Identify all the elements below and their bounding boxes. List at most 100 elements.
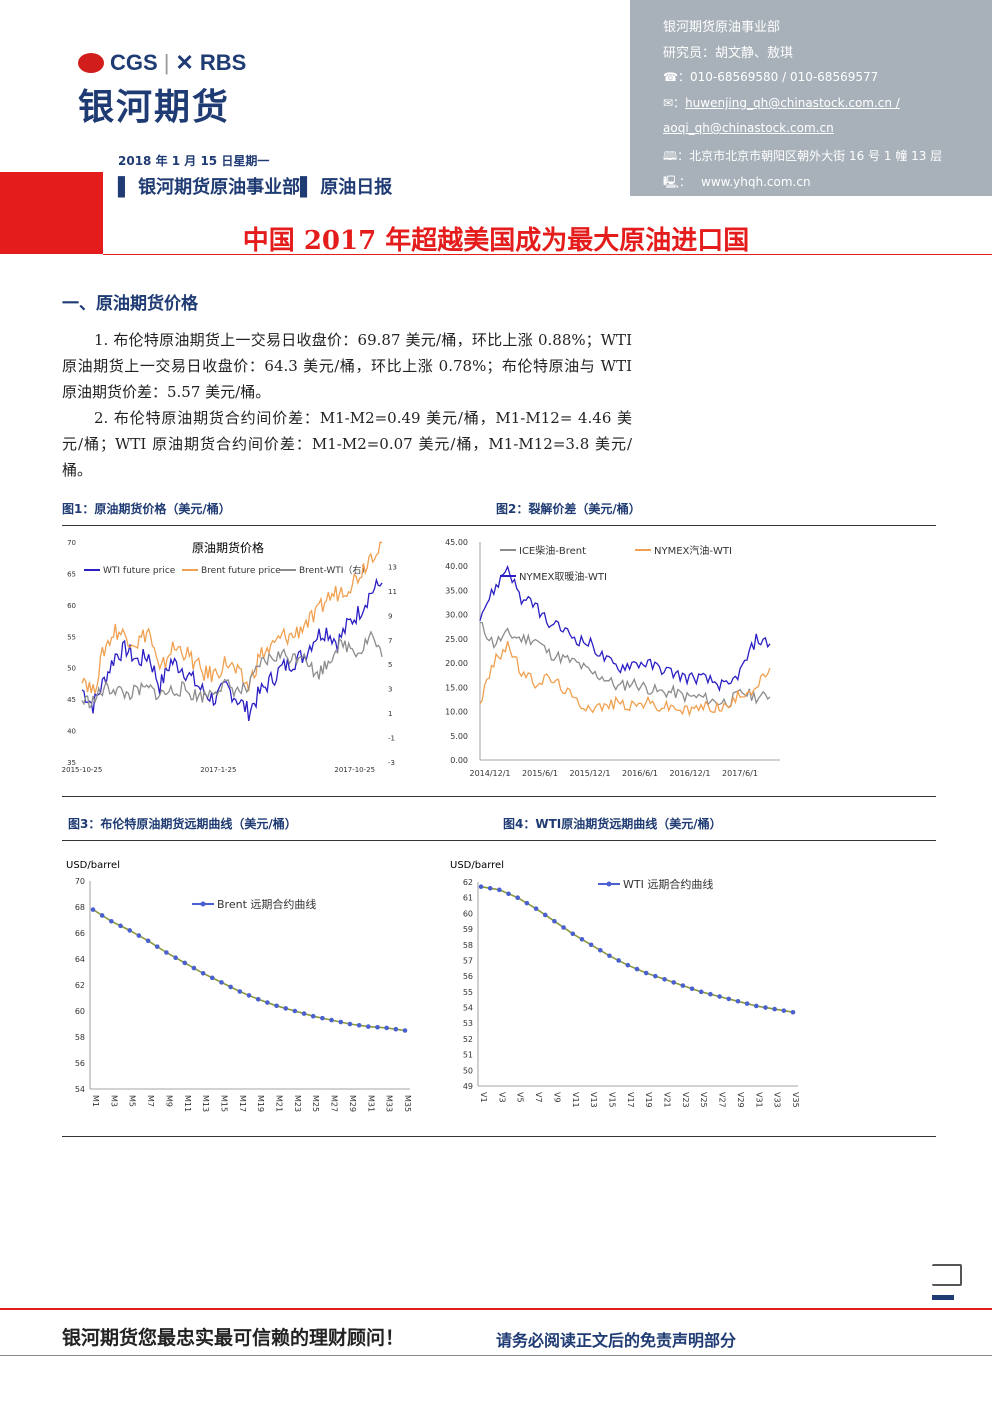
c3-xtick: M19	[256, 1095, 265, 1112]
cgs-logo-icon	[78, 53, 104, 73]
c4-xtick: V31	[754, 1092, 763, 1108]
address-icon: 🕮：	[663, 149, 690, 163]
email-link-1[interactable]: huwenjing_qh@chinastock.com.cn /	[685, 96, 900, 110]
chart2-ytick: 30.00	[445, 611, 468, 620]
chart-crack-spread: ICE柴油-Brent NYMEX汽油-WTI NYMEX取暖油-WTI 0.00 5…	[445, 538, 780, 778]
email-link-2[interactable]: aoqi_qh@chinastock.com.cn	[663, 121, 834, 135]
c4-xtick: V29	[736, 1092, 745, 1108]
c4-data-point	[570, 931, 576, 937]
c4-data-point	[680, 983, 686, 988]
c3-xtick: M17	[238, 1095, 247, 1112]
c4-xtick: V7	[534, 1092, 543, 1103]
chart1-y2tick: 5	[388, 661, 392, 669]
c3-data-point	[237, 989, 243, 994]
chart2-xtick: 2017/6/1	[722, 769, 758, 778]
phone-number: 010-68569580 / 010-68569577	[689, 70, 879, 84]
c3-xtick: M35	[403, 1095, 412, 1112]
chart1-ytick: 35	[67, 759, 76, 767]
chart2-xtick: 2016/12/1	[669, 769, 710, 778]
c4-data-point	[726, 996, 732, 1002]
c4-data-point	[524, 900, 530, 906]
c4-data-point	[744, 1001, 750, 1006]
figure-row-1-top-rule	[62, 525, 936, 526]
c3-xtick: M25	[311, 1095, 320, 1112]
chart1-ytick: 50	[67, 665, 76, 673]
footer-disclaimer: 请务必阅读正文后的免责声明部分	[496, 1331, 737, 1350]
chart1-series-line	[81, 577, 383, 722]
figure-3-title: 图3：布伦特原油期货远期曲线（美元/桶）	[68, 817, 297, 831]
c4-data-point	[772, 1006, 777, 1012]
c4-ytick: 53	[463, 1019, 473, 1028]
email-icon: ✉：	[663, 96, 686, 110]
footer-slogan: 银河期货您最忠实最可信赖的理财顾问！	[62, 1327, 405, 1349]
c4-ytick: 57	[463, 956, 473, 965]
c3-ytick: 56	[75, 1059, 85, 1068]
chart1-legend-label: Brent-WTI（右）	[299, 564, 370, 576]
chart2-series-line	[479, 641, 771, 718]
c3-data-point	[118, 923, 123, 929]
chart2-ytick: 15.00	[445, 683, 468, 692]
c4-series-line	[480, 885, 794, 1013]
c3-data-point	[393, 1026, 399, 1032]
c3-ytick: 64	[75, 955, 85, 964]
c3-data-point	[109, 919, 114, 924]
c3-data-point	[292, 1008, 298, 1014]
chart3-ylabel: USD/barrel	[66, 860, 120, 871]
c4-data-point	[735, 998, 741, 1004]
page-turn-icon[interactable]	[932, 1264, 962, 1286]
c4-xtick: V21	[663, 1092, 672, 1108]
c4-data-point	[643, 970, 649, 976]
c3-xtick: M15	[219, 1095, 228, 1112]
chart1-y2tick: 3	[388, 686, 392, 694]
chart2-xtick: 2015/6/1	[522, 769, 558, 778]
chart-brent-forward-curve: USD/barrel Brent 远期合约曲线 54 56 58 60 62 64 66 68…	[66, 860, 412, 1112]
c3-xtick: M27	[330, 1095, 339, 1112]
c4-data-point	[506, 891, 511, 897]
analysts: 研究员：胡文静、敖琪	[663, 46, 794, 61]
website-link[interactable]: www.yhqh.com.cn	[701, 175, 811, 189]
chart1-y2tick: 11	[388, 588, 397, 596]
chart1-xtick: 2017-1-25	[200, 766, 236, 774]
c4-xtick: V11	[571, 1092, 580, 1108]
c4-ytick: 55	[463, 988, 473, 997]
chart2-ytick: 5.00	[450, 732, 468, 741]
c3-data-point	[164, 950, 169, 955]
c4-data-point	[478, 884, 484, 890]
report-date: 2018 年 1 月 15 日星期一	[118, 154, 270, 168]
c4-data-point	[634, 966, 640, 972]
c3-data-point	[338, 1019, 344, 1025]
c4-xtick: V13	[589, 1092, 598, 1108]
c4-xtick: V5	[516, 1092, 525, 1103]
chart4-ylabel: USD/barrel	[450, 860, 504, 871]
chart1-xtick: 2017-10-25	[334, 766, 375, 774]
c3-data-point	[90, 907, 96, 912]
c4-xtick: V23	[681, 1092, 690, 1108]
figure-4-title: 图4：WTI原油期货远期曲线（美元/桶）	[503, 817, 722, 831]
c4-ytick: 52	[463, 1035, 473, 1044]
c4-data-point	[533, 906, 539, 911]
c4-data-point	[588, 942, 594, 948]
chart1-y2tick: 1	[388, 710, 392, 718]
chart1-series-line	[81, 541, 383, 694]
c3-ytick: 66	[75, 929, 85, 938]
section-heading: 一、原油期货价格	[62, 294, 198, 314]
chart2-legend: ICE柴油-Brent NYMEX汽油-WTI NYMEX取暖油-WTI	[500, 544, 732, 583]
dept-name: 银河期货原油事业部	[663, 20, 781, 35]
chart2-legend-label: NYMEX汽油-WTI	[654, 544, 732, 557]
c4-xtick: V33	[773, 1092, 782, 1108]
c4-data-point	[689, 986, 695, 992]
c4-ytick: 49	[463, 1082, 473, 1091]
c4-data-point	[708, 991, 713, 997]
c3-xtick: M3	[109, 1095, 118, 1107]
c4-ytick: 58	[463, 941, 473, 950]
c4-data-point	[717, 994, 722, 999]
c3-ytick: 62	[75, 981, 85, 990]
c3-data-point	[219, 980, 224, 985]
chart1-y2tick: -3	[388, 759, 395, 767]
c4-data-point	[597, 947, 603, 953]
chart4-legend: WTI 远期合约曲线	[598, 877, 713, 891]
c3-data-point	[283, 1006, 289, 1011]
chart-wti-forward-curve: USD/barrel WTI 远期合约曲线 49 50 51 52 53 54 55 56 57…	[450, 860, 800, 1108]
chart2-xtick: 2015/12/1	[569, 769, 610, 778]
c4-data-point	[698, 989, 704, 995]
